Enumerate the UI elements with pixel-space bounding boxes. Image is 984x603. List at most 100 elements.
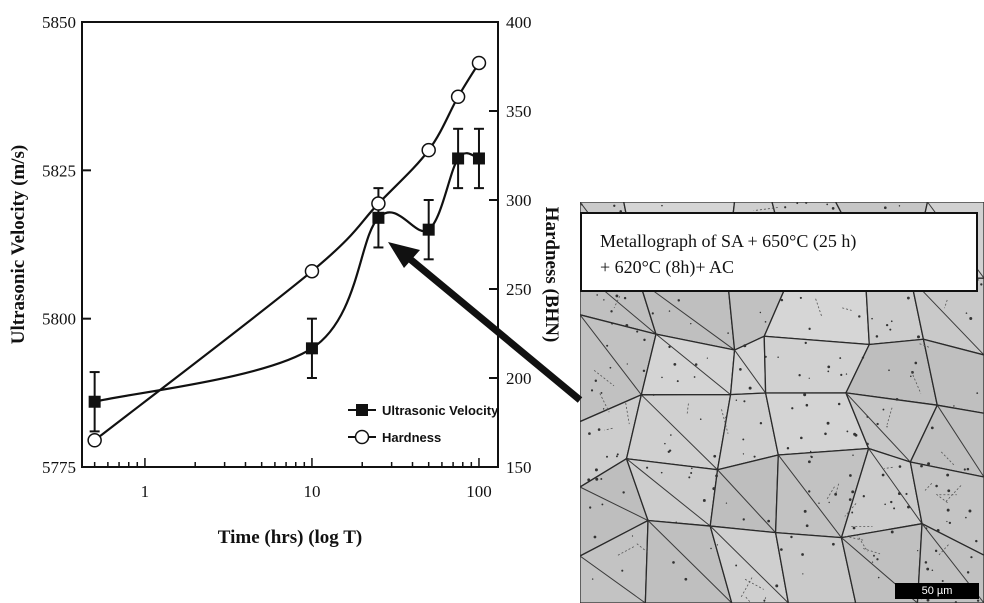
precipitate [975,539,978,543]
precipitate [876,558,879,561]
precipitate [625,323,629,327]
precipitate [808,377,810,379]
legend: Ultrasonic Velocity Hardness [348,403,499,445]
grain-boundary [777,454,842,538]
precipitate [594,468,598,472]
precipitate [613,204,616,207]
lath-trace [842,307,852,311]
precipitate [691,467,693,470]
y-right-axis-title: Hardness (BHN) [541,207,562,343]
precipitate [846,430,849,433]
precipitate [675,521,677,523]
precipitate [828,501,830,504]
precipitate [890,320,893,323]
precipitate [601,503,604,506]
grain [625,394,732,471]
velocity-point [305,342,318,355]
precipitate [877,576,880,579]
precipitate [890,500,893,504]
precipitate [965,312,968,314]
precipitate [946,473,950,477]
precipitate [672,561,675,564]
precipitate [884,503,886,506]
right-tick-label: 150 [506,458,532,477]
grain [922,338,984,414]
precipitate [905,492,908,496]
lath-trace [884,466,893,469]
precipitate [906,296,910,300]
precipitate [712,487,716,491]
precipitate [798,374,801,377]
precipitate [866,415,869,418]
lath-trace [835,483,840,495]
precipitate [615,455,618,458]
precipitate [926,567,930,571]
precipitate [651,312,654,315]
grain-boundary [717,469,776,533]
x-tick-label: 1 [141,482,150,501]
precipitate [611,322,614,325]
precipitate [753,455,756,458]
precipitate [786,447,790,450]
right-tick-label: 350 [506,102,532,121]
precipitate [831,542,835,546]
precipitate [673,362,677,366]
precipitate [616,453,619,456]
precipitate [594,379,598,382]
precipitate [710,547,712,550]
lath-trace [919,343,931,348]
precipitate [858,315,861,318]
precipitate [699,418,702,421]
precipitate [670,434,672,436]
lath-trace [745,596,752,603]
grain-boundary [709,525,789,603]
precipitate [606,455,609,458]
velocity-point [472,152,485,165]
velocity-point [422,223,435,236]
hardness-point [87,433,102,448]
precipitate [837,402,841,406]
precipitate [897,492,901,495]
lath-trace [686,403,689,414]
precipitate [976,392,979,394]
precipitate [827,365,831,369]
precipitate [742,438,745,441]
precipitate [803,393,807,397]
precipitate [742,518,745,521]
precipitate [780,298,784,302]
precipitate [667,450,670,453]
precipitate [862,495,865,498]
precipitate [759,421,763,425]
hardness-point [421,142,436,158]
lath-trace [616,546,635,557]
precipitate [852,526,856,530]
grain-boundary [580,314,642,396]
precipitate [763,599,766,602]
precipitate [866,442,869,446]
precipitate [580,203,583,206]
lath-trace [941,451,955,466]
lath-trace [886,407,893,425]
precipitate [631,535,634,537]
precipitate [759,311,762,314]
precipitate [713,454,717,458]
precipitate [690,322,692,325]
lath-trace [924,483,933,491]
grain-boundary [734,349,767,394]
lath-trace [844,503,857,517]
precipitate [799,296,802,300]
legend-square-marker [356,404,368,416]
precipitate [636,330,639,333]
lath-trace [593,369,615,387]
precipitate [748,386,752,390]
caption-line-2: + 620°C (8h)+ AC [600,257,735,277]
precipitate [917,335,921,339]
precipitate [826,421,830,425]
precipitate [725,416,727,418]
grain-boundary [638,280,735,351]
precipitate [600,478,603,480]
precipitate [849,474,852,477]
velocity-point [88,395,101,408]
lath-trace [604,427,613,431]
left-axis: 5775 5800 5825 5850 [42,13,91,477]
